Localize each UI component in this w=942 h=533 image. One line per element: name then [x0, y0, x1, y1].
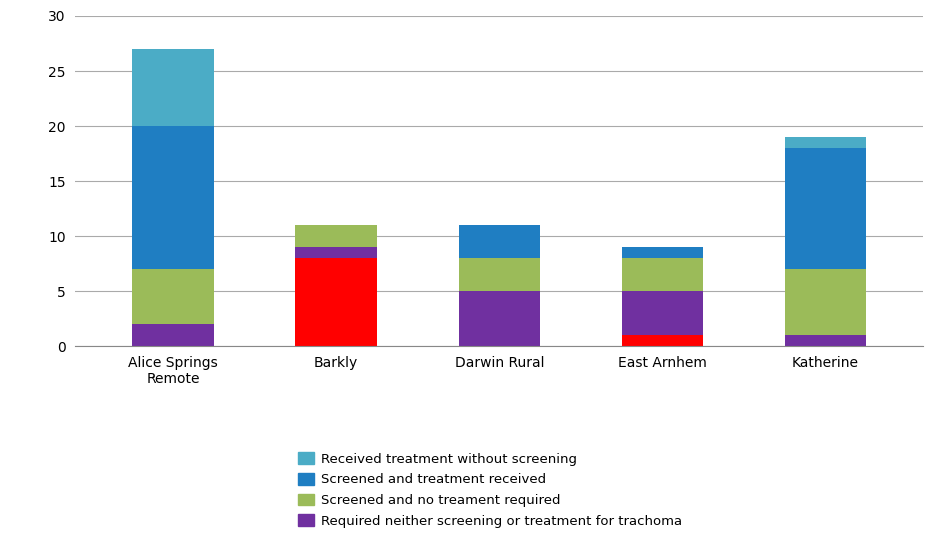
Bar: [785, 148, 866, 269]
Legend: Received treatment without screening, Screened and treatment received, Screened : Received treatment without screening, Sc…: [299, 452, 682, 533]
Bar: [622, 335, 703, 346]
Bar: [622, 247, 703, 259]
Bar: [296, 225, 377, 247]
Bar: [459, 292, 540, 346]
Bar: [296, 247, 377, 259]
Bar: [459, 225, 540, 259]
Bar: [133, 49, 214, 126]
Bar: [459, 259, 540, 292]
Bar: [133, 325, 214, 346]
Bar: [622, 259, 703, 292]
Bar: [785, 269, 866, 335]
Bar: [133, 126, 214, 269]
Bar: [133, 269, 214, 325]
Bar: [785, 137, 866, 148]
Bar: [622, 292, 703, 335]
Bar: [785, 335, 866, 346]
Bar: [296, 259, 377, 346]
